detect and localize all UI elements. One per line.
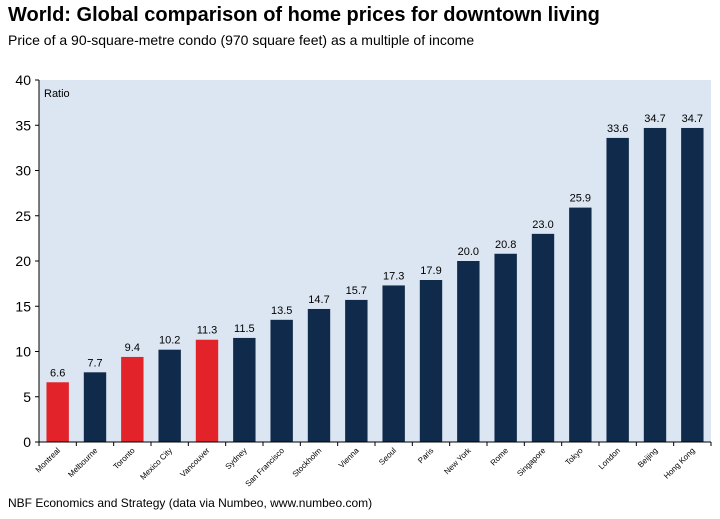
y-axis: 0 5 10 15 20 25 30 35 40: [15, 72, 40, 450]
x-tick-label: London: [597, 446, 622, 471]
x-tick-label: Singapore: [515, 446, 548, 479]
bar-stockholm: [307, 308, 331, 442]
x-tick-label: San Francisco: [244, 446, 287, 489]
x-tick-label: Seoul: [377, 446, 398, 467]
bar-value-label: 15.7: [346, 285, 367, 297]
bar-melbourne: [83, 372, 107, 442]
y-tick-label: 15: [15, 298, 31, 314]
bar-value-label: 17.9: [420, 265, 441, 277]
bar-san-francisco: [270, 319, 293, 442]
bar-value-label: 9.4: [125, 342, 140, 354]
bar-london: [606, 137, 629, 443]
bar-value-label: 14.7: [308, 294, 329, 306]
bar-value-label: 25.9: [570, 193, 591, 205]
y-tick-label: 0: [23, 434, 31, 450]
bar-singapore: [531, 233, 555, 442]
bar-value-label: 10.2: [159, 335, 180, 347]
bar-value-label: 34.7: [682, 113, 703, 125]
bar-value-label: 34.7: [644, 113, 665, 125]
x-axis: Montreal Melbourne Toronto Mexico City Vanco…: [34, 441, 712, 489]
x-tick-label: Beijing: [636, 446, 659, 469]
bar-toronto: [121, 356, 144, 442]
chart-title: World: Global comparison of home prices …: [8, 4, 600, 26]
y-tick-label: 10: [15, 344, 31, 360]
bar-value-label: 20.8: [495, 239, 516, 251]
bar-value-label: 17.3: [383, 270, 404, 282]
y-tick-label: 25: [15, 208, 31, 224]
x-tick-label: Mexico City: [138, 446, 174, 482]
y-tick-label: 20: [15, 253, 31, 269]
plot-area: [39, 80, 711, 442]
source-note: NBF Economics and Strategy (data via Num…: [8, 496, 373, 510]
bar-value-label: 13.5: [271, 305, 292, 317]
bar-tokyo: [569, 207, 592, 442]
bars: 6.6 7.7 9.4 10.2 11.3 11.5 13.5 14.7 15.7 17.3 17.…: [46, 113, 704, 443]
x-tick-label: Hong Kong: [662, 446, 697, 481]
chart-subtitle: Price of a 90-square-metre condo (970 sq…: [8, 32, 475, 48]
y-tick-label: 40: [15, 72, 31, 88]
bar-seoul: [382, 285, 405, 442]
x-tick-label: Vancouver: [178, 446, 211, 479]
bar-mexico-city: [158, 349, 181, 442]
y-tick-label: 30: [15, 163, 31, 179]
bar-montreal: [46, 382, 69, 442]
x-tick-label: Rome: [489, 446, 511, 468]
bar-sydney: [233, 337, 256, 442]
bar-value-label: 11.3: [197, 325, 218, 337]
x-tick-label: Toronto: [112, 446, 138, 472]
bar-value-label: 33.6: [607, 123, 628, 135]
x-tick-label: Sydney: [224, 446, 249, 471]
x-tick-label: New York: [442, 445, 473, 476]
y-axis-label: Ratio: [44, 88, 70, 100]
bar-value-label: 6.6: [50, 367, 65, 379]
x-tick-label: Stockholm: [291, 446, 324, 479]
bar-value-label: 7.7: [87, 357, 102, 369]
x-tick-label: Montreal: [34, 446, 63, 475]
bar-vancouver: [195, 339, 219, 442]
bar-chart: 0 5 10 15 20 25 30 35 40 6.6 7.7 9.4 10.2 11.3 11.5 13…: [15, 72, 712, 489]
bar-value-label: 11.5: [234, 323, 255, 335]
bar-beijing: [643, 127, 667, 442]
bar-paris: [419, 280, 443, 442]
bar-hong-kong: [681, 127, 704, 442]
x-tick-label: Tokyo: [564, 446, 586, 468]
bar-value-label: 20.0: [458, 246, 479, 258]
x-tick-label: Vienna: [337, 446, 361, 470]
x-tick-label: Paris: [416, 446, 435, 465]
bar-rome: [494, 253, 517, 442]
x-tick-label: Melbourne: [66, 446, 99, 479]
bar-vienna: [345, 299, 368, 442]
bar-value-label: 23.0: [532, 219, 553, 231]
bar-new-york: [457, 261, 480, 442]
y-tick-label: 35: [15, 117, 31, 133]
y-tick-label: 5: [23, 389, 31, 405]
